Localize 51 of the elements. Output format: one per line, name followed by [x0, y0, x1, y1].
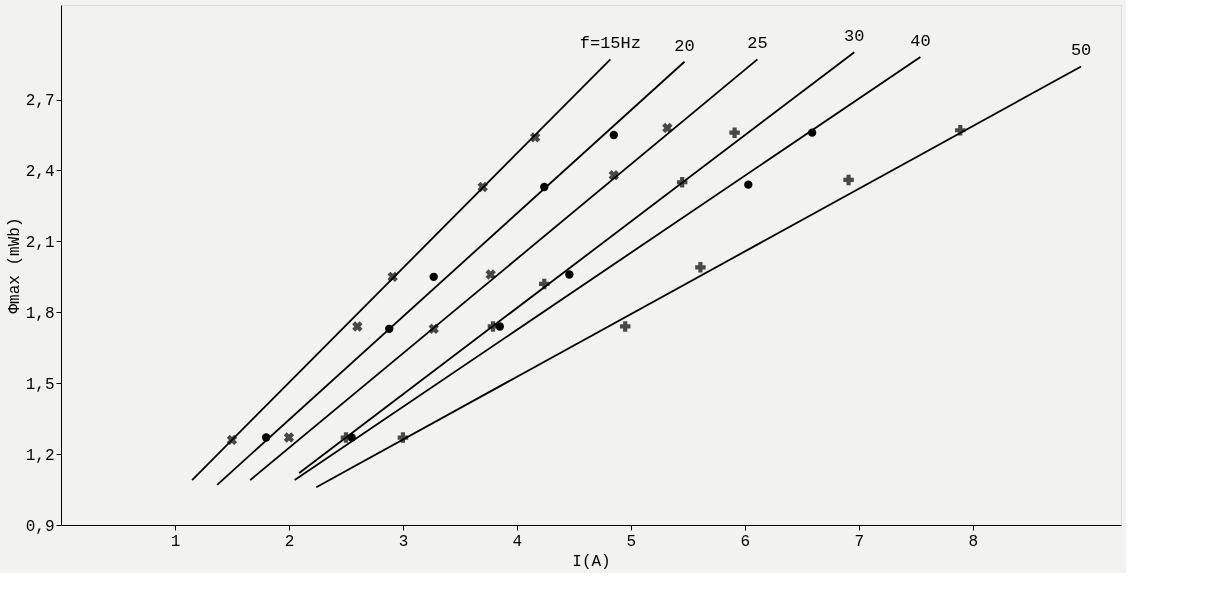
point	[387, 271, 398, 283]
point	[226, 434, 238, 446]
point	[385, 324, 394, 333]
point	[477, 181, 488, 193]
x-axis-title: I(A)	[572, 552, 611, 571]
y-tick-label: 2,4	[25, 162, 55, 181]
point	[843, 174, 854, 186]
x-tick-label: 7	[854, 532, 865, 551]
point	[608, 169, 619, 181]
x-tick-label: 5	[626, 532, 637, 551]
y-tick-label: 0,9	[25, 517, 55, 536]
point	[619, 321, 631, 332]
point	[807, 128, 817, 137]
point	[495, 322, 504, 331]
y-tick-label: 1,5	[25, 375, 55, 394]
series-label: 30	[844, 27, 865, 47]
series-label: 25	[747, 34, 768, 54]
x-tick-label: 4	[512, 532, 523, 551]
point	[428, 323, 439, 335]
x-tick-label: 1	[170, 532, 181, 551]
x-tick-label: 8	[968, 532, 979, 551]
point	[662, 122, 673, 134]
series-label: 20	[674, 36, 695, 56]
series-label: 40	[910, 32, 931, 51]
point	[485, 269, 496, 280]
point	[352, 321, 363, 332]
point	[540, 182, 549, 192]
point	[729, 127, 740, 138]
point	[529, 132, 541, 143]
x-tick-label: 3	[398, 532, 409, 551]
y-tick-label: 2,1	[25, 233, 55, 252]
y-tick-label: 2,7	[25, 92, 55, 111]
point	[744, 180, 753, 189]
x-tick-label: 6	[740, 532, 751, 551]
point	[955, 125, 966, 136]
y-tick-label: 1,8	[25, 304, 55, 323]
series-label: 50	[1070, 41, 1092, 61]
point	[347, 433, 356, 442]
point	[539, 278, 550, 290]
point	[261, 433, 271, 442]
series-label: f=15Hz	[579, 34, 641, 54]
y-tick-label: 1,2	[25, 446, 55, 465]
point	[565, 270, 574, 279]
y-axis-title: Φmax (mWb)	[5, 217, 24, 314]
point	[695, 262, 706, 273]
point	[676, 177, 688, 188]
point	[283, 432, 295, 443]
point	[429, 272, 438, 281]
point	[397, 432, 409, 443]
x-tick-label: 2	[284, 532, 295, 551]
point	[609, 130, 618, 140]
